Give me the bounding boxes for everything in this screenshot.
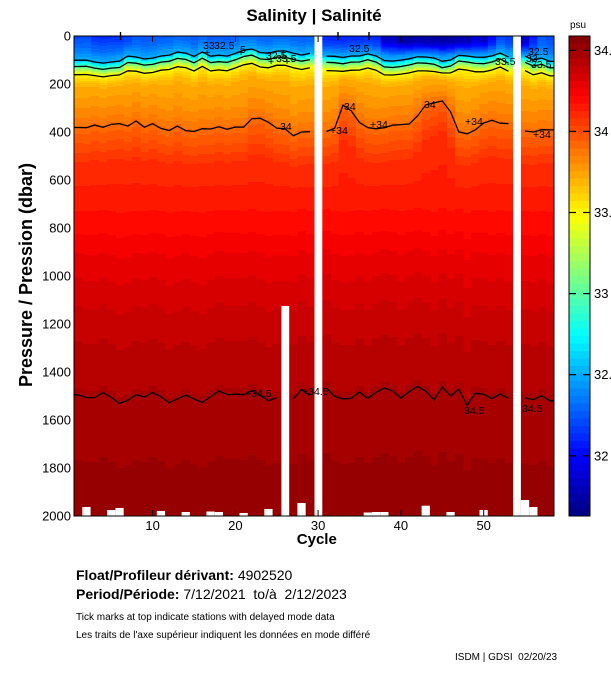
svg-text:Pressure / Pression (dbar): Pressure / Pression (dbar) xyxy=(16,163,36,387)
svg-text:0: 0 xyxy=(64,29,71,44)
svg-text:30: 30 xyxy=(311,518,325,533)
svg-text:32: 32 xyxy=(594,448,608,463)
svg-text:32.5: 32.5 xyxy=(528,46,549,58)
svg-text:600: 600 xyxy=(49,173,71,188)
svg-text:+: + xyxy=(268,56,274,68)
svg-text:33.5: 33.5 xyxy=(531,59,552,71)
svg-text:+34.5: +34.5 xyxy=(245,388,272,400)
svg-text:+: + xyxy=(284,56,290,68)
svg-text:34.5: 34.5 xyxy=(594,43,611,58)
svg-text:40: 40 xyxy=(394,518,408,533)
svg-text:+: + xyxy=(204,47,210,59)
svg-text:32.5: 32.5 xyxy=(266,50,287,62)
svg-text:50: 50 xyxy=(476,518,490,533)
svg-text:Float/Profileur dérivant: 4902: Float/Profileur dérivant: 4902520 xyxy=(76,567,293,583)
svg-text:33: 33 xyxy=(594,286,608,301)
svg-text:Period/Période: 7/12/2021 to/: Period/Période: 7/12/2021 to/à 2/12/2023 xyxy=(76,586,347,602)
svg-text:34: 34 xyxy=(344,101,356,113)
svg-text:34.5: 34.5 xyxy=(464,405,485,417)
svg-text:32.5: 32.5 xyxy=(349,43,370,55)
svg-text:20: 20 xyxy=(228,518,242,533)
svg-text:1400: 1400 xyxy=(42,365,71,380)
svg-text:34.5: 34.5 xyxy=(522,403,543,415)
svg-text:34: 34 xyxy=(280,121,292,133)
svg-text:+34: +34 xyxy=(330,125,348,137)
svg-text:400: 400 xyxy=(49,125,71,140)
svg-text:Salinity | Salinité: Salinity | Salinité xyxy=(246,6,381,25)
svg-text:+34: +34 xyxy=(465,116,483,128)
svg-text:33: 33 xyxy=(526,53,538,65)
svg-text:+34: +34 xyxy=(370,119,388,131)
svg-text:32.5: 32.5 xyxy=(594,367,611,382)
svg-text:1000: 1000 xyxy=(42,269,71,284)
svg-text:33.5: 33.5 xyxy=(276,53,297,65)
svg-text:1200: 1200 xyxy=(42,317,71,332)
svg-text:200: 200 xyxy=(49,77,71,92)
svg-text:2000: 2000 xyxy=(42,509,71,524)
svg-text:33.5: 33.5 xyxy=(594,205,611,220)
svg-text:10: 10 xyxy=(145,518,159,533)
svg-text:800: 800 xyxy=(49,221,71,236)
svg-text:+: + xyxy=(280,47,286,59)
svg-text:+: + xyxy=(238,47,244,59)
svg-text:32.5: 32.5 xyxy=(214,40,235,52)
svg-text:33: 33 xyxy=(203,40,215,52)
svg-text:Les traits de l'axe supérieur: Les traits de l'axe supérieur indiquent … xyxy=(76,630,371,641)
svg-text:psu: psu xyxy=(570,20,586,31)
svg-text:Cycle: Cycle xyxy=(297,531,337,548)
svg-text:34: 34 xyxy=(594,124,608,139)
svg-text:+34: +34 xyxy=(533,129,551,141)
svg-text:Tick marks at top indicate sta: Tick marks at top indicate stations with… xyxy=(76,612,335,623)
svg-text:34: 34 xyxy=(424,99,436,111)
svg-text:ISDM | GDSI 02/20/23: ISDM | GDSI 02/20/23 xyxy=(455,652,558,663)
svg-text:+34.5: +34.5 xyxy=(302,386,329,398)
svg-text:5: 5 xyxy=(240,44,246,56)
svg-text:33.5: 33.5 xyxy=(495,56,516,68)
svg-text:1600: 1600 xyxy=(42,413,71,428)
svg-text:1800: 1800 xyxy=(42,461,71,476)
